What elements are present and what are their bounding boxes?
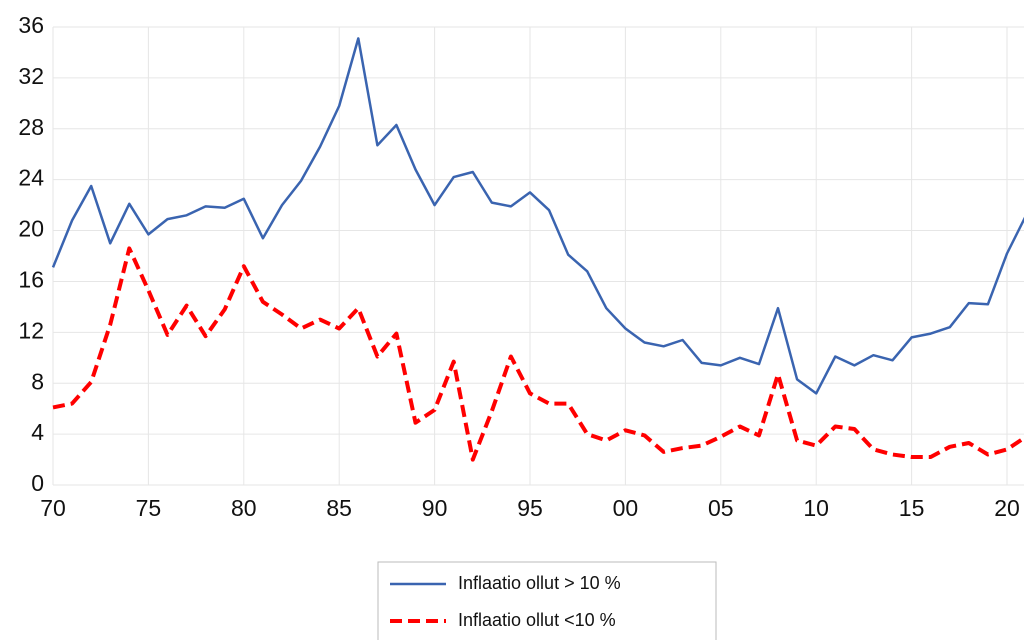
y-tick-label: 0 (31, 470, 44, 496)
grid (52, 26, 1024, 486)
y-tick-label: 16 (18, 267, 44, 293)
y-tick-label: 28 (18, 114, 44, 140)
x-tick-label: 10 (803, 495, 829, 521)
y-tick-label: 12 (18, 317, 44, 343)
x-tick-label: 95 (517, 495, 543, 521)
plot (51, 37, 1024, 462)
y-tick-label: 36 (18, 12, 44, 38)
series-line (51, 37, 1024, 395)
legend-box (377, 561, 717, 640)
y-tick-label: 4 (31, 419, 44, 445)
x-tick-label: 80 (231, 495, 257, 521)
legend: Inflaatio ollut > 10 % Inflaatio ollut <1… (390, 573, 621, 630)
legend-label: Inflaatio ollut <10 % (458, 610, 616, 630)
x-tick-label: 15 (899, 495, 925, 521)
x-tick-label: 90 (422, 495, 448, 521)
legend-label: Inflaatio ollut > 10 % (458, 573, 621, 593)
y-tick-label: 20 (18, 216, 44, 242)
x-tick-label: 70 (40, 495, 66, 521)
y-tick-label: 8 (31, 368, 44, 394)
x-tick-label: 75 (136, 495, 162, 521)
x-tick-label: 00 (613, 495, 639, 521)
y-tick-label: 32 (18, 63, 44, 89)
series-line (52, 246, 1024, 462)
y-tick-label: 24 (18, 165, 44, 191)
x-tick-label: 05 (708, 495, 734, 521)
x-tick-label: 20 (994, 495, 1020, 521)
x-tick-label: 85 (326, 495, 352, 521)
